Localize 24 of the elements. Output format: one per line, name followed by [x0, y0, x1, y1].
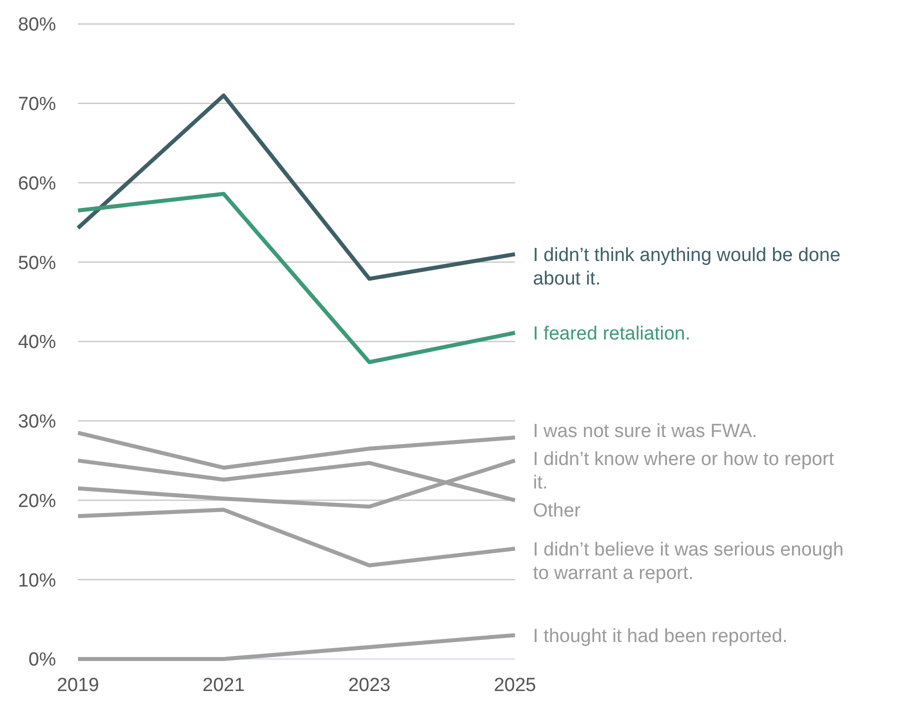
series-label: I thought it had been reported.: [533, 626, 788, 647]
x-tick-label: 2019: [56, 675, 100, 696]
y-tick-label: 10%: [18, 570, 56, 592]
y-tick-label: 50%: [18, 252, 56, 274]
series-label: I didn’t know where or how to report it.: [533, 448, 835, 494]
y-tick-label: 30%: [18, 412, 56, 433]
x-tick-label: 2025: [494, 675, 536, 696]
y-tick-label: 20%: [18, 490, 56, 512]
line-series: [76, 192, 517, 364]
series-label: I didn’t think anything would be done about it.: [533, 244, 840, 290]
y-tick-label: 70%: [18, 94, 56, 116]
x-tick-label: 2023: [348, 675, 390, 696]
y-tick-label: 0%: [28, 650, 56, 671]
series-label: Other: [533, 500, 582, 522]
y-tick-label: 60%: [18, 173, 56, 194]
series-label: I didn’t believe it was serious enough to warrant a report.: [533, 539, 844, 584]
line-series: [76, 93, 517, 281]
y-tick-label: 40%: [18, 332, 56, 354]
series-label: I feared retaliation.: [533, 323, 690, 344]
series-label: I was not sure it was FWA.: [533, 421, 758, 442]
x-tick-label: 2021: [202, 675, 245, 696]
y-tick-label: 80%: [18, 14, 56, 36]
line-series: [76, 508, 517, 568]
line-series: [76, 430, 517, 470]
